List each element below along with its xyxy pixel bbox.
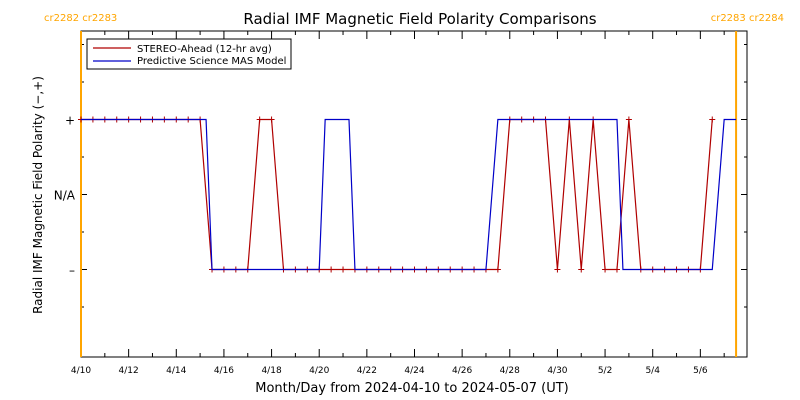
- x-tick-label: 4/20: [309, 366, 329, 376]
- x-axis: 4/10 4/12 4/14 4/16 4/18 4/20 4/22 4/24 4/26 4/28…: [71, 31, 725, 376]
- carrington-label: cr2282 cr2283: [44, 13, 117, 24]
- stereo-data-point: [602, 266, 609, 273]
- mas-model-line: [81, 118, 737, 271]
- chart-title: Radial IMF Magnetic Field Polarity Compa…: [243, 10, 596, 28]
- x-tick-label: 4/22: [357, 366, 377, 376]
- x-tick-label: 4/14: [166, 366, 186, 376]
- x-tick-label: 4/26: [452, 366, 472, 376]
- x-tick-label: 4/18: [261, 366, 281, 376]
- y-axis: + N/A –: [54, 44, 747, 308]
- y-axis-label: Radial IMF Magnetic Field Polarity (−,+): [31, 76, 45, 314]
- stereo-data-point: [268, 116, 275, 123]
- x-tick-label: 5/4: [645, 366, 660, 376]
- x-tick-label: 5/6: [693, 366, 708, 376]
- x-tick-label: 4/16: [214, 366, 234, 376]
- stereo-data-point: [340, 266, 347, 273]
- carrington-rotation-markers: cr2282 cr2283 cr2283 cr2284: [44, 13, 784, 357]
- stereo-data-point: [578, 266, 585, 273]
- carrington-label: cr2283 cr2284: [711, 13, 784, 24]
- stereo-data-point: [328, 266, 335, 273]
- y-tick-label: +: [65, 114, 75, 128]
- y-tick-label: N/A: [54, 189, 76, 203]
- x-axis-label: Month/Day from 2024-04-10 to 2024-05-07 …: [255, 381, 568, 396]
- x-tick-label: 4/10: [71, 366, 91, 376]
- legend-box: [86, 38, 292, 70]
- stereo-data-point: [494, 266, 501, 273]
- x-tick-label: 4/12: [119, 366, 139, 376]
- series-layer: [78, 116, 737, 273]
- legend-label-mas: Predictive Science MAS Model: [137, 56, 286, 67]
- y-tick-label: –: [69, 264, 75, 278]
- stereo-data-point: [613, 266, 620, 273]
- plot-frame: [80, 30, 748, 358]
- x-tick-label: 5/2: [598, 366, 612, 376]
- stereo-data-point: [554, 266, 561, 273]
- stereo-data-point: [709, 116, 716, 123]
- x-tick-label: 4/24: [404, 366, 424, 376]
- stereo-data-point: [256, 116, 263, 123]
- stereo-data-point: [625, 116, 632, 123]
- legend-label-stereo: STEREO-Ahead (12-hr avg): [137, 44, 272, 55]
- legend: STEREO-Ahead (12-hr avg) Predictive Scie…: [86, 38, 292, 70]
- x-tick-label: 4/30: [547, 366, 567, 376]
- x-tick-label: 4/28: [500, 366, 520, 376]
